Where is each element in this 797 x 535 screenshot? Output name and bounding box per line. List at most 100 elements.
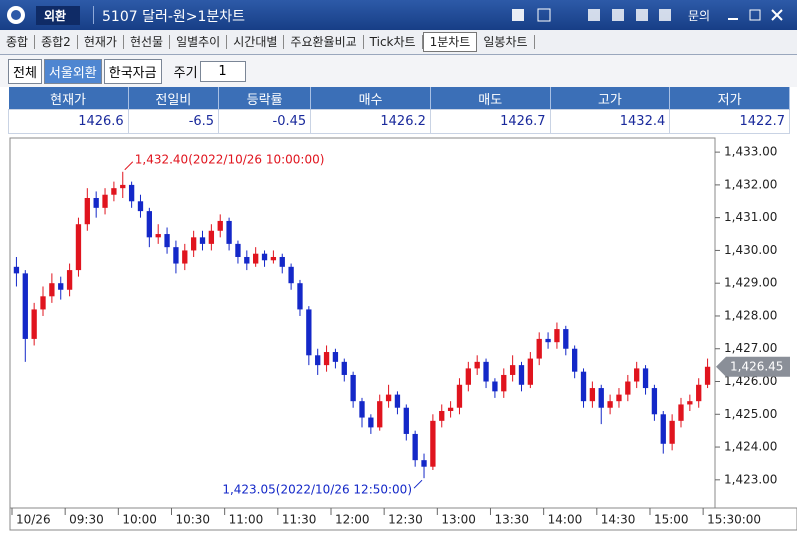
candle-body — [58, 283, 64, 290]
candle-body — [217, 220, 223, 231]
candle-body — [518, 365, 525, 385]
candle-body — [554, 329, 560, 343]
candle-body — [49, 283, 55, 297]
y-tick-label: 1,432.00 — [724, 177, 777, 191]
candle-body — [580, 371, 587, 402]
x-tick-label: 10:00 — [122, 513, 157, 527]
period-label: 주기 — [173, 65, 198, 81]
market-button[interactable]: 전체 — [8, 58, 42, 84]
quote-header: 저가 — [669, 87, 790, 110]
candle-body — [439, 411, 445, 421]
candle-body — [421, 460, 427, 467]
price-tag — [716, 356, 790, 377]
candle-body — [93, 198, 99, 208]
y-tick-label: 1,427.00 — [724, 341, 777, 355]
candle-body — [323, 352, 330, 366]
period-input[interactable]: 1 — [199, 60, 246, 82]
inquiry[interactable]: 문의 — [688, 9, 711, 23]
candle-body — [634, 368, 640, 382]
y-tick-label: 1,429.00 — [724, 276, 777, 290]
candle-body — [332, 352, 339, 362]
title-icons — [7, 6, 783, 25]
candle-body — [572, 348, 578, 372]
candle-body — [377, 401, 383, 428]
annotation-low: 1,423.05(2022/10/26 12:50:00) — [222, 483, 412, 497]
candle-body — [297, 283, 303, 310]
x-tick-label: 14:30 — [601, 513, 636, 527]
tab[interactable]: 일별추이 — [170, 35, 228, 49]
candle-body — [279, 256, 285, 267]
candle-body — [403, 407, 409, 434]
candle-body — [182, 250, 188, 264]
candle-body — [128, 184, 135, 202]
y-tick-label: 1,431.00 — [724, 210, 777, 224]
quote-header: 매수 — [310, 87, 431, 110]
candle-body — [536, 338, 542, 359]
x-tick-label: 13:30 — [494, 513, 529, 527]
candle-body — [226, 220, 232, 244]
x-axis-band — [9, 507, 797, 531]
tab[interactable]: Tick차트 — [364, 35, 423, 49]
chart: 1,423.00 1,424.00 1,425.00 1,426.00 1,427.00… — [9, 137, 797, 531]
candle-body — [394, 394, 401, 408]
candle-body — [589, 388, 596, 402]
x-tick-label: 09:30 — [69, 513, 104, 527]
candle-body — [625, 381, 631, 395]
candle-body — [261, 253, 268, 261]
tab[interactable]: 시간대별 — [227, 35, 285, 49]
tab[interactable]: 종합 — [0, 35, 36, 49]
y-tick-label: 1,423.00 — [724, 472, 777, 486]
tab-active[interactable]: 1분차트 — [422, 32, 478, 52]
x-tick-label: 10:30 — [175, 513, 210, 527]
candle-body — [146, 211, 152, 238]
candle-body — [492, 381, 498, 392]
candle-body — [31, 309, 37, 339]
candle-body — [607, 401, 613, 408]
candle-body — [190, 237, 197, 251]
y-tick-label: 1,428.00 — [724, 308, 777, 322]
x-tick-label: 11:00 — [229, 513, 264, 527]
candle-body — [651, 388, 658, 415]
candle-body — [545, 338, 551, 343]
candle-body — [368, 417, 374, 428]
y-tick-label: 1,433.00 — [724, 145, 777, 159]
candle-body — [270, 256, 277, 261]
x-tick-label: 15:30:00 — [707, 513, 761, 527]
candle-body — [111, 188, 117, 195]
quote-header: 전일비 — [128, 87, 220, 110]
y-tick-label: 1,426.00 — [724, 374, 777, 388]
candle-body — [350, 374, 356, 402]
annotation-arrow — [124, 161, 134, 171]
candle-body — [430, 420, 436, 467]
candle-body — [66, 270, 73, 290]
candle-body — [315, 355, 321, 366]
market-button[interactable]: 한국자금 — [103, 58, 162, 84]
candle-body — [164, 234, 170, 248]
app-name: 외환 — [44, 9, 67, 23]
candle-body — [509, 365, 516, 375]
candle-body — [696, 384, 702, 402]
candle-body — [84, 198, 90, 225]
quote-value: 1426.7 — [429, 109, 551, 134]
candle-body — [102, 194, 108, 208]
candle-body — [385, 394, 392, 402]
x-tick-label: 10/26 — [16, 513, 51, 527]
x-tick-label: 13:00 — [441, 513, 476, 527]
tab[interactable]: 종합2 — [35, 35, 78, 49]
x-tick-label: 11:30 — [282, 513, 317, 527]
quote-value: 1426.6 — [8, 109, 129, 134]
market-button[interactable]: 서울외환 — [43, 58, 102, 84]
tab-bar: 종합 종합2 현재가 현선물 일별추이 시간대별 주요환율비교 Tick차트 1… — [0, 30, 797, 55]
quote-value: 1432.4 — [549, 109, 671, 134]
candle-body — [253, 253, 259, 264]
title-bar: 외환 5107 달러-원>1분차트 문의 — [0, 0, 797, 30]
tab[interactable]: 현선물 — [124, 35, 171, 49]
tab[interactable]: 일봉차트 — [477, 35, 535, 49]
tab[interactable]: 주요환율비교 — [284, 35, 364, 49]
tab[interactable]: 현재가 — [78, 35, 124, 49]
candle-body — [527, 358, 534, 385]
x-tick-label: 14:00 — [548, 513, 583, 527]
candle-body — [40, 296, 46, 310]
candle-body — [306, 309, 312, 356]
candle-body — [501, 374, 507, 392]
